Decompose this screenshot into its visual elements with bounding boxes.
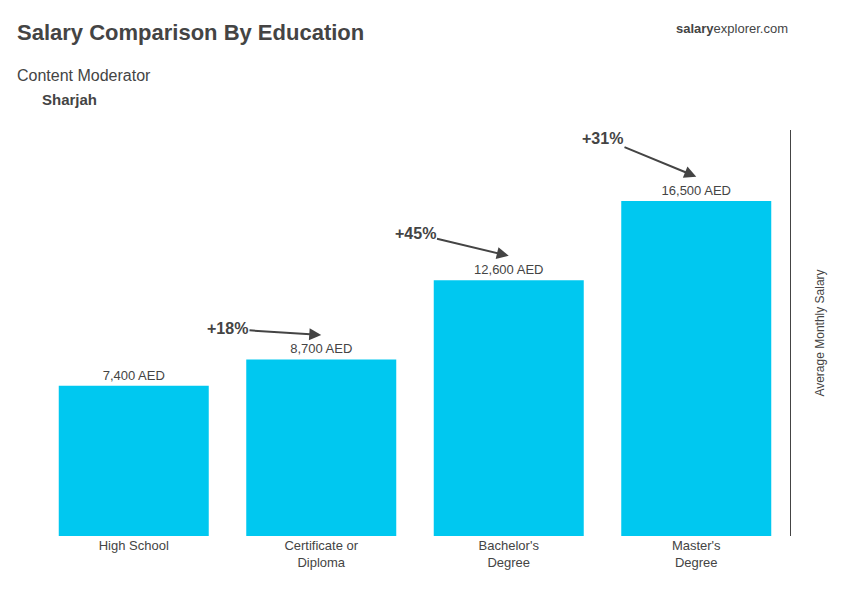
svg-text:+45%: +45% xyxy=(395,225,436,242)
svg-text:16,500 AED: 16,500 AED xyxy=(662,183,731,198)
svg-text:Salary Comparison By Education: Salary Comparison By Education xyxy=(17,20,364,45)
svg-text:Content Moderator: Content Moderator xyxy=(17,67,151,84)
svg-text:+18%: +18% xyxy=(207,320,248,337)
svg-text:Certificate orDiploma: Certificate orDiploma xyxy=(284,538,358,570)
svg-text:salaryexplorer.com: salaryexplorer.com xyxy=(676,21,788,36)
svg-text:12,600 AED: 12,600 AED xyxy=(474,262,543,277)
svg-text:Bachelor'sDegree: Bachelor'sDegree xyxy=(479,538,540,570)
svg-text:Sharjah: Sharjah xyxy=(42,91,97,108)
svg-text:8,700 AED: 8,700 AED xyxy=(290,341,352,356)
svg-text:Average Monthly Salary: Average Monthly Salary xyxy=(813,269,827,396)
svg-text:Master'sDegree: Master'sDegree xyxy=(672,538,721,570)
svg-text:+31%: +31% xyxy=(582,130,623,147)
svg-text:High School: High School xyxy=(99,538,169,553)
svg-text:7,400 AED: 7,400 AED xyxy=(103,368,165,383)
